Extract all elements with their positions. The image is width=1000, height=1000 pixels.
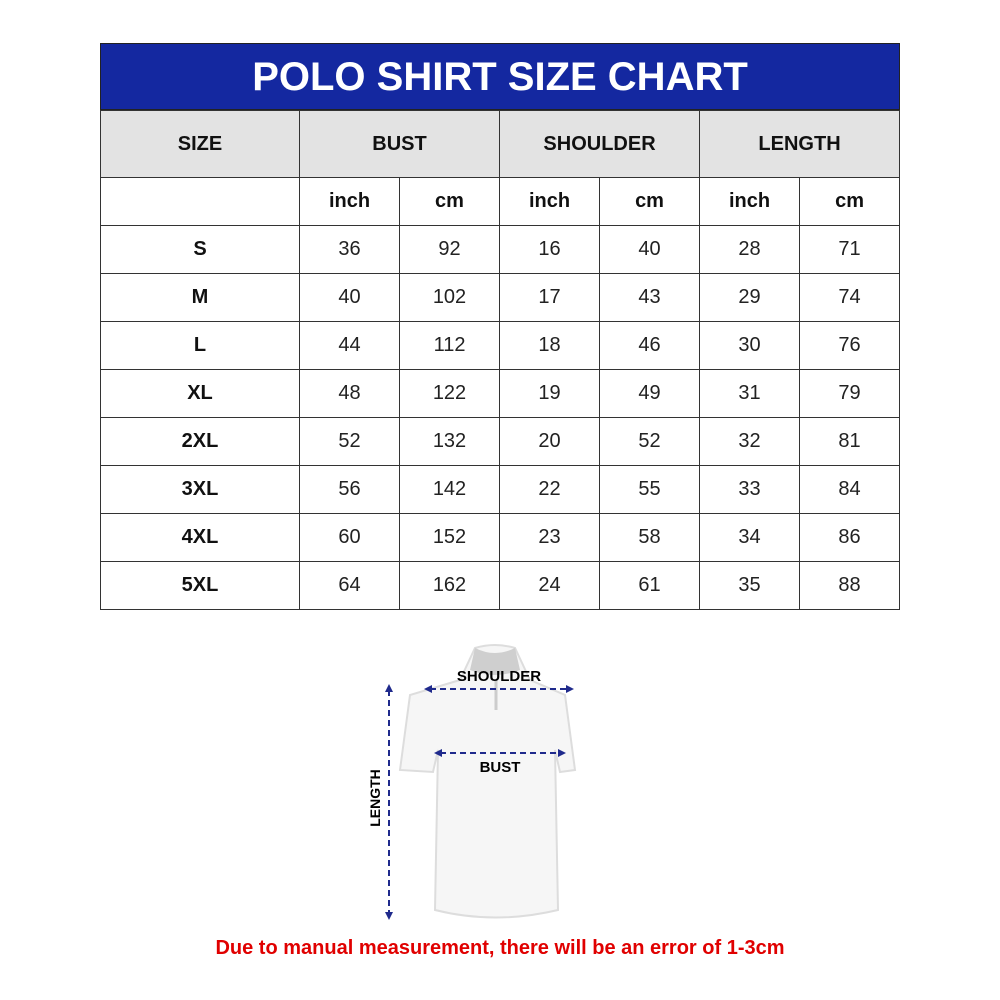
value-cell: 76 <box>799 321 901 370</box>
collar <box>470 648 520 675</box>
header-shoulder: SHOULDER <box>499 110 701 178</box>
table-row: 3XL 56 142 22 55 33 84 <box>100 465 901 514</box>
header-row: SIZE BUST SHOULDER LENGTH <box>100 110 901 178</box>
size-cell: L <box>100 321 300 370</box>
unit-cell: inch <box>699 177 801 226</box>
value-cell: 46 <box>599 321 701 370</box>
size-cell: S <box>100 225 300 274</box>
shirt-body <box>398 644 577 919</box>
value-cell: 74 <box>799 273 901 322</box>
value-cell: 18 <box>499 321 601 370</box>
header-length: LENGTH <box>699 110 901 178</box>
value-cell: 16 <box>499 225 601 274</box>
value-cell: 79 <box>799 369 901 418</box>
unit-cell: cm <box>799 177 901 226</box>
table-row: 2XL 52 132 20 52 32 81 <box>100 417 901 466</box>
value-cell: 152 <box>398 513 501 562</box>
size-cell: 3XL <box>100 465 300 514</box>
value-cell: 71 <box>799 225 901 274</box>
length-label: LENGTH <box>367 769 383 827</box>
value-cell: 58 <box>599 513 701 562</box>
table-row: XL 48 122 19 49 31 79 <box>100 369 901 418</box>
size-cell: M <box>100 273 300 322</box>
size-cell: XL <box>100 369 300 418</box>
value-cell: 88 <box>799 561 901 610</box>
value-cell: 64 <box>299 561 400 610</box>
value-cell: 61 <box>599 561 701 610</box>
unit-cell: cm <box>398 177 501 226</box>
value-cell: 20 <box>499 417 601 466</box>
value-cell: 24 <box>499 561 601 610</box>
value-cell: 34 <box>699 513 801 562</box>
value-cell: 162 <box>398 561 501 610</box>
value-cell: 48 <box>299 369 400 418</box>
unit-cell: inch <box>299 177 400 226</box>
table-row: 5XL 64 162 24 61 35 88 <box>100 561 901 610</box>
value-cell: 19 <box>499 369 601 418</box>
shirt-diagram: SHOULDER BUST LENGTH <box>367 644 577 920</box>
value-cell: 17 <box>499 273 601 322</box>
value-cell: 92 <box>398 225 501 274</box>
table-row: M 40 102 17 43 29 74 <box>100 273 901 322</box>
value-cell: 40 <box>599 225 701 274</box>
value-cell: 55 <box>599 465 701 514</box>
value-cell: 81 <box>799 417 901 466</box>
value-cell: 60 <box>299 513 400 562</box>
value-cell: 31 <box>699 369 801 418</box>
value-cell: 29 <box>699 273 801 322</box>
value-cell: 86 <box>799 513 901 562</box>
value-cell: 33 <box>699 465 801 514</box>
unit-blank <box>100 177 300 226</box>
value-cell: 44 <box>299 321 400 370</box>
unit-cell: cm <box>599 177 701 226</box>
value-cell: 52 <box>299 417 400 466</box>
value-cell: 36 <box>299 225 400 274</box>
measurement-note: Due to manual measurement, there will be… <box>215 937 785 959</box>
value-cell: 122 <box>398 369 501 418</box>
size-table: SIZE BUST SHOULDER LENGTH inch cm inch c… <box>100 110 901 610</box>
size-cell: 4XL <box>100 513 300 562</box>
value-cell: 32 <box>699 417 801 466</box>
header-bust: BUST <box>298 110 501 178</box>
shoulder-label: SHOULDER <box>457 668 541 685</box>
value-cell: 142 <box>398 465 501 514</box>
value-cell: 52 <box>599 417 701 466</box>
value-cell: 30 <box>699 321 801 370</box>
table-row: S 36 92 16 40 28 71 <box>100 225 901 274</box>
value-cell: 43 <box>599 273 701 322</box>
value-cell: 40 <box>299 273 400 322</box>
table-row: L 44 112 18 46 30 76 <box>100 321 901 370</box>
value-cell: 28 <box>699 225 801 274</box>
value-cell: 56 <box>299 465 400 514</box>
table-row: 4XL 60 152 23 58 34 86 <box>100 513 901 562</box>
header-size: SIZE <box>100 110 300 178</box>
value-cell: 112 <box>398 321 501 370</box>
bust-label: BUST <box>480 759 521 776</box>
unit-cell: inch <box>499 177 601 226</box>
value-cell: 102 <box>398 273 501 322</box>
unit-row: inch cm inch cm inch cm <box>100 177 901 226</box>
value-cell: 35 <box>699 561 801 610</box>
size-cell: 2XL <box>100 417 300 466</box>
value-cell: 84 <box>799 465 901 514</box>
value-cell: 22 <box>499 465 601 514</box>
value-cell: 23 <box>499 513 601 562</box>
size-cell: 5XL <box>100 561 300 610</box>
chart-title: POLO SHIRT SIZE CHART <box>100 43 900 110</box>
value-cell: 132 <box>398 417 501 466</box>
value-cell: 49 <box>599 369 701 418</box>
